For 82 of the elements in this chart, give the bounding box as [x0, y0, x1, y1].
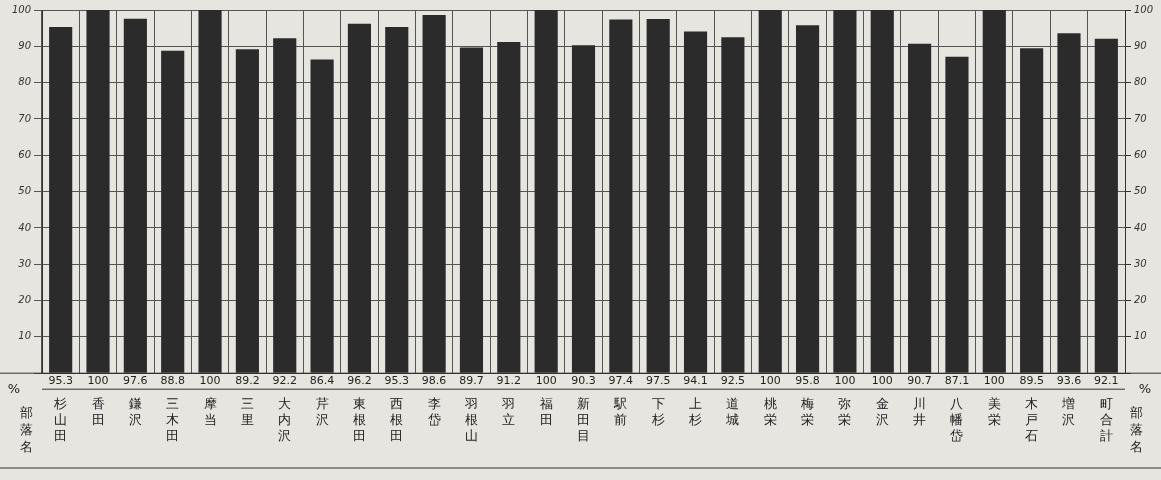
- data-label: 89.5: [1019, 374, 1044, 388]
- x-tick-label: 芹沢: [315, 396, 329, 427]
- data-label: 95.3: [48, 374, 73, 388]
- y2-tick-label: 100: [1134, 3, 1154, 15]
- data-label: 100: [535, 374, 557, 388]
- data-label: 100: [834, 374, 856, 388]
- data-label: 93.6: [1056, 374, 1082, 388]
- y-tick-label: 80: [18, 76, 31, 88]
- data-label: 92.2: [272, 374, 297, 388]
- x-tick-label: 香田: [91, 396, 105, 427]
- data-label: 86.4: [309, 374, 335, 388]
- y2-tick-label: 10: [1134, 330, 1147, 342]
- x-tick-label: 杉山田: [53, 396, 68, 443]
- x-tick-label: 東根田: [352, 396, 366, 443]
- data-label: 100: [983, 374, 1005, 388]
- x-tick-label: 三里: [240, 396, 254, 427]
- y-tick-label: 50: [18, 185, 31, 197]
- y2-tick-label: 90: [1134, 39, 1147, 51]
- x-tick-label: 鎌沢: [128, 396, 142, 427]
- y-tick-label: 100: [11, 3, 31, 15]
- x-tick-label: 道城: [725, 396, 740, 427]
- data-label: 92.1: [1094, 374, 1119, 388]
- x-tick-label: 町合計: [1099, 396, 1113, 443]
- y2-tick-label: 80: [1134, 76, 1147, 88]
- y-tick-label: 60: [18, 148, 31, 160]
- x-tick-label: 李岱: [427, 396, 441, 427]
- y2-axis-title: %: [1138, 380, 1152, 396]
- x-tick-label: 増沢: [1061, 396, 1076, 427]
- y-tick-label: 20: [18, 294, 31, 306]
- data-label: 97.5: [645, 374, 671, 388]
- data-label: 100: [871, 374, 893, 388]
- data-label: 90.7: [907, 374, 932, 388]
- data-label: 94.1: [683, 374, 708, 388]
- x-tick-label: 梅栄: [800, 396, 815, 427]
- data-label: 97.6: [123, 374, 148, 388]
- x-tick-label: 西根田: [390, 396, 404, 443]
- y-tick-label: 90: [18, 39, 31, 51]
- y-tick-label: 70: [18, 112, 31, 124]
- x-tick-label: 木戸石: [1025, 396, 1039, 443]
- x-tick-label: 上杉: [688, 396, 703, 427]
- data-label: 91.2: [496, 374, 522, 388]
- x-tick-label: 新田目: [577, 396, 590, 443]
- y2-tick-label: 50: [1134, 185, 1147, 197]
- y2-tick-label: 70: [1134, 112, 1147, 124]
- x-tick-label: 下杉: [650, 396, 665, 427]
- data-label: 89.7: [459, 374, 484, 388]
- x-tick-label: 川井: [913, 396, 927, 427]
- data-label: 97.4: [608, 374, 634, 388]
- y2-tick-label: 60: [1134, 148, 1147, 160]
- x-axis-title: 部落名: [1129, 404, 1143, 454]
- x-tick-label: 美栄: [987, 396, 1001, 427]
- y2-tick-label: 40: [1134, 221, 1147, 233]
- data-label: 88.8: [160, 374, 185, 388]
- data-label: 92.5: [720, 374, 746, 388]
- data-label: 96.2: [347, 374, 372, 388]
- y-tick-label: 10: [18, 330, 31, 342]
- x-tick-label: 摩当: [203, 396, 217, 427]
- y-tick-label: 40: [18, 221, 31, 233]
- x-tick-label: 桃栄: [763, 396, 777, 427]
- x-tick-label: 羽立: [501, 396, 516, 427]
- y2-tick-label: 30: [1134, 257, 1147, 269]
- data-label: 95.8: [795, 374, 820, 388]
- y-axis-title: %: [7, 380, 21, 396]
- y2-tick-label: 20: [1134, 294, 1147, 306]
- data-label: 98.6: [421, 374, 447, 388]
- x-tick-label: 金沢: [875, 396, 889, 427]
- y-tick-label: 30: [18, 257, 31, 269]
- x-tick-label: 弥栄: [838, 396, 852, 427]
- x-tick-label: 八幡岱: [950, 396, 964, 443]
- data-label: 100: [87, 374, 109, 388]
- x-tick-label: 羽根山: [463, 396, 478, 443]
- data-label: 87.1: [944, 374, 970, 388]
- data-label: 90.3: [571, 374, 596, 388]
- x-tick-label: 駅前: [613, 396, 628, 427]
- data-label: 95.3: [384, 374, 410, 388]
- text: 部落名: [19, 404, 33, 454]
- x-tick-label: 福田: [539, 396, 553, 427]
- data-label: 100: [199, 374, 221, 388]
- x-tick-label: 三木田: [166, 396, 180, 443]
- data-label: 100: [759, 374, 781, 388]
- data-label: 89.2: [235, 374, 260, 388]
- x-tick-label: 大内沢: [278, 396, 292, 443]
